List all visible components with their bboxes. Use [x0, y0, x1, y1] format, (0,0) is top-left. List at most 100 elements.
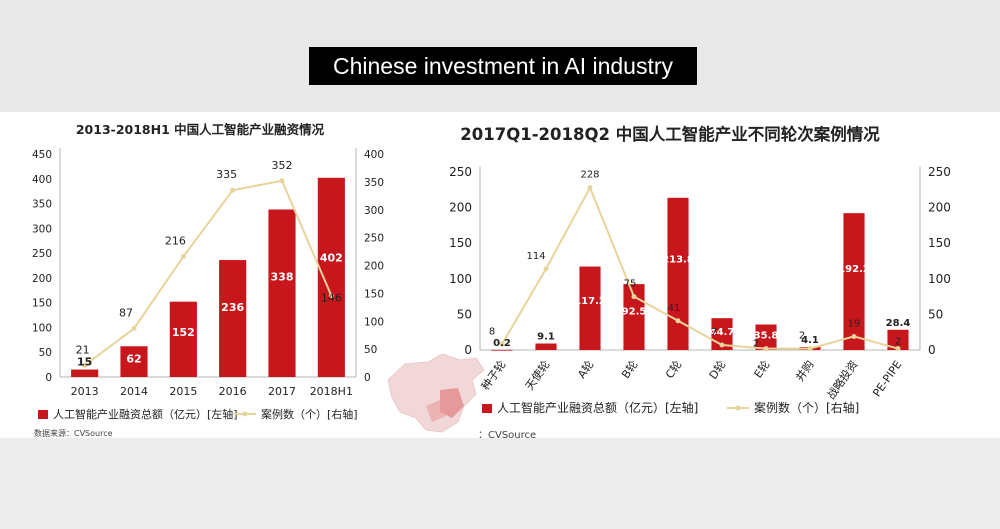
right-tick-label: 100: [928, 272, 951, 286]
right-tick-label: 0: [364, 372, 371, 384]
left-tick-label: 350: [32, 199, 52, 211]
line-value-label: 8: [489, 326, 495, 337]
bar-PE-PIPE: [887, 329, 909, 350]
bar-2014: [120, 346, 148, 377]
legend-line-marker: [242, 411, 248, 417]
right-tick-label: 150: [928, 236, 951, 250]
bar-种子轮: [491, 349, 513, 351]
x-tick-label: E轮: [751, 358, 773, 381]
case-count-point: [180, 254, 186, 260]
bar-2013: [71, 369, 99, 377]
bar-value-label: 28.4: [886, 318, 911, 329]
legend-bar-swatch: [482, 404, 492, 413]
legend-bar-label: 人工智能产业融资总额（亿元）[左轴]: [497, 400, 698, 415]
case-count-point: [131, 325, 137, 331]
bar-2015: [169, 301, 197, 377]
x-tick-label: 2015: [169, 385, 197, 398]
left-tick-label: 100: [449, 272, 472, 286]
bar-value-label: 152: [172, 326, 195, 339]
legend-bar-label: 人工智能产业融资总额（亿元）[左轴]: [53, 407, 238, 421]
bar-天使轮: [535, 343, 557, 350]
right-tick-label: 100: [364, 316, 384, 328]
left-tick-label: 50: [39, 347, 52, 359]
right-tick-label: 250: [928, 165, 951, 179]
case-count-point: [631, 294, 637, 300]
line-value-label: 2: [753, 339, 759, 350]
chart-title: 2013-2018H1 中国人工智能产业融资情况: [76, 122, 325, 137]
bar-A轮: [579, 266, 601, 350]
bar-value-label: 236: [221, 301, 244, 314]
left-tick-label: 300: [32, 223, 52, 235]
x-tick-label: 2013: [71, 385, 99, 398]
line-value-label: 7: [711, 327, 717, 338]
bar-value-label: 213.8: [662, 255, 694, 266]
legend-line-label: 案例数（个）[右轴]: [261, 407, 358, 421]
bar-value-label: 35.8: [754, 331, 779, 342]
case-count-point: [807, 346, 813, 352]
bar-value-label: 9.1: [537, 332, 555, 343]
left-tick-label: 200: [32, 273, 52, 285]
line-value-label: 335: [216, 168, 237, 181]
bar-value-label: 402: [320, 251, 343, 264]
x-tick-label: 战略投资: [824, 358, 861, 402]
case-count-line: [501, 185, 899, 350]
x-tick-label: 2014: [120, 385, 148, 398]
x-tick-label: 2018H1: [310, 385, 353, 398]
left-tick-label: 400: [32, 174, 52, 186]
right-tick-label: 50: [364, 344, 377, 356]
left-tick-label: 50: [457, 307, 472, 321]
x-tick-label: 2016: [219, 385, 247, 398]
left-tick-label: 100: [32, 322, 52, 334]
line-value-label: 21: [76, 343, 90, 356]
right-tick-label: 250: [364, 233, 384, 245]
line-value-label: 146: [321, 292, 342, 305]
right-tick-label: 200: [364, 261, 384, 273]
case-count-point: [675, 318, 681, 324]
x-tick-label: 2017: [268, 385, 296, 398]
bar-E轮: [755, 324, 777, 350]
line-value-label: 2: [799, 331, 805, 342]
line-value-label: 41: [668, 303, 681, 314]
right-tick-label: 50: [928, 307, 943, 321]
line-value-label: 352: [272, 159, 293, 172]
bar-value-label: 192.2: [838, 264, 870, 275]
bar-C轮: [667, 197, 689, 350]
bar-2016: [219, 260, 247, 377]
banner-title: Chinese investment in AI industry: [309, 47, 697, 85]
right-tick-label: 350: [364, 177, 384, 189]
x-tick-label: 天使轮: [522, 358, 552, 393]
x-tick-label: 种子轮: [478, 358, 508, 393]
case-count-point: [279, 178, 285, 184]
case-count-point: [499, 341, 505, 347]
line-value-label: 75: [624, 279, 637, 290]
right-tick-label: 0: [928, 343, 936, 357]
left-tick-label: 450: [32, 149, 52, 161]
bottom-background: [0, 438, 1000, 529]
case-count-point: [851, 333, 857, 339]
line-value-label: 2: [895, 337, 901, 348]
left-tick-label: 150: [449, 236, 472, 250]
line-value-label: 87: [119, 306, 133, 319]
bar-战略投资: [843, 213, 865, 350]
x-tick-label: PE-PIPE: [870, 358, 904, 399]
bar-value-label: 4.1: [801, 335, 819, 346]
right-tick-label: 200: [928, 201, 951, 215]
data-source-note: 数据来源：CVSource: [34, 428, 113, 438]
bar-value-label: 338: [271, 271, 294, 284]
bar-value-label: 15: [77, 356, 92, 369]
bar-value-label: 92.5: [622, 306, 647, 317]
bar-2018H1: [317, 177, 345, 377]
case-count-point: [230, 187, 236, 193]
case-count-point: [328, 293, 334, 299]
line-value-label: 216: [165, 235, 186, 248]
bar-value-label: 0.2: [493, 338, 511, 349]
case-count-point: [895, 346, 901, 352]
bar-value-label: 117.2: [574, 296, 606, 307]
data-source-note: ：CVSource: [478, 430, 536, 441]
left-tick-label: 250: [32, 248, 52, 260]
right-tick-label: 300: [364, 205, 384, 217]
legend-line-marker: [735, 405, 741, 411]
china-map-icon: [387, 353, 485, 433]
case-count-line: [84, 179, 333, 367]
left-tick-label: 0: [464, 343, 472, 357]
